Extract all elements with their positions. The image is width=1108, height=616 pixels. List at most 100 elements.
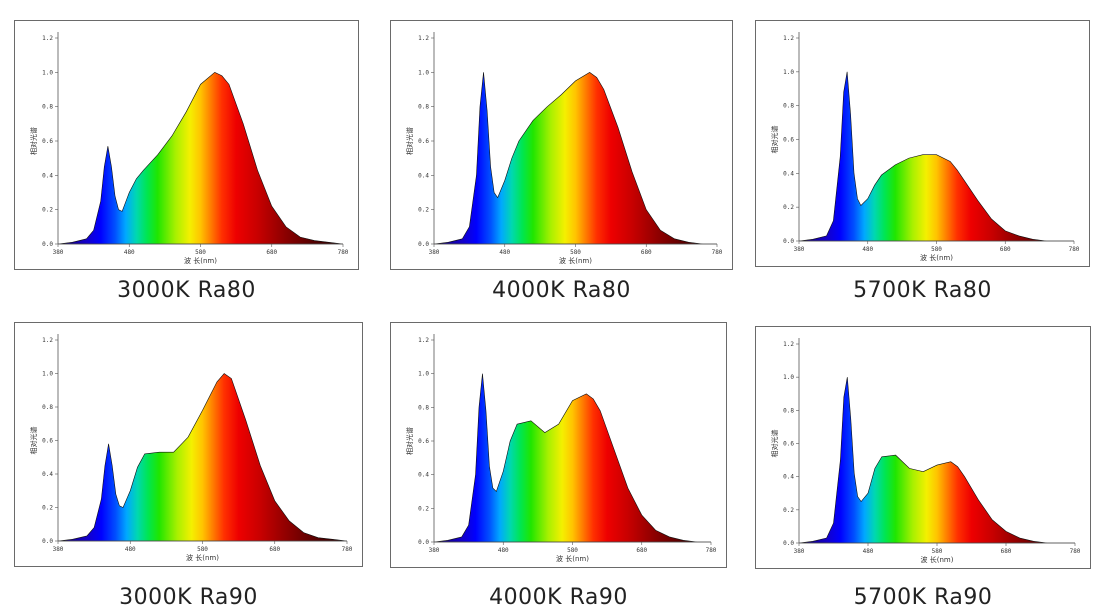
- y-axis-label: 相对光谱: [405, 127, 414, 155]
- x-tick-label: 480: [862, 246, 873, 253]
- y-axis-label: 相对光谱: [770, 126, 779, 154]
- y-tick-label: 0.2: [783, 507, 794, 514]
- y-tick-label: 0.8: [783, 407, 794, 414]
- spectrum-area: [57, 71, 344, 245]
- y-tick-label: 0.6: [783, 441, 794, 448]
- y-tick-label: 0.8: [418, 404, 429, 411]
- y-tick-label: 0.2: [42, 207, 53, 214]
- x-tick-label: 780: [706, 547, 717, 554]
- y-tick-label: 0.0: [783, 238, 794, 245]
- y-tick-label: 0.4: [42, 172, 53, 179]
- caption-3000k-ra90: 3000K Ra90: [119, 585, 258, 610]
- x-tick-label: 780: [712, 249, 723, 256]
- spectrum-chart: 0.0 0.2 0.4 0.6 0.8 1.0 1.2 380 480 580 680 780 波 长(…: [14, 322, 363, 567]
- y-tick-label: 0.2: [418, 207, 429, 214]
- x-tick-label: 680: [1000, 246, 1011, 253]
- y-tick-label: 1.0: [783, 374, 794, 381]
- x-axis-label: 波 长(nm): [556, 554, 589, 563]
- y-tick-label: 0.8: [42, 104, 53, 111]
- x-tick-label: 680: [266, 249, 277, 256]
- y-tick-label: 0.0: [418, 539, 429, 546]
- x-tick-label: 480: [863, 548, 874, 555]
- spectrum-panel-4000k-ra80: 0.0 0.2 0.4 0.6 0.8 1.0 1.2 380 480 580 680 780 波 长(…: [390, 20, 733, 270]
- y-tick-label: 1.2: [783, 341, 794, 348]
- y-tick-label: 1.0: [42, 69, 53, 76]
- x-axis-label: 波 长(nm): [559, 256, 592, 265]
- x-tick-label: 580: [197, 546, 208, 553]
- x-tick-label: 680: [641, 249, 652, 256]
- spectrum-area: [433, 373, 711, 543]
- y-axis-label: 相对光谱: [405, 427, 414, 455]
- x-tick-label: 380: [794, 548, 805, 555]
- y-tick-label: 0.2: [418, 505, 429, 512]
- spectrum-chart: 0.0 0.2 0.4 0.6 0.8 1.0 1.2 380 480 580 680 780 波 长(…: [390, 20, 733, 270]
- x-tick-label: 680: [269, 546, 280, 553]
- y-tick-label: 0.4: [42, 471, 53, 478]
- y-tick-label: 0.6: [42, 138, 53, 145]
- y-tick-label: 0.0: [42, 241, 53, 248]
- y-tick-label: 1.0: [42, 371, 53, 378]
- x-tick-label: 480: [125, 546, 136, 553]
- y-tick-label: 0.6: [42, 438, 53, 445]
- y-tick-label: 1.0: [783, 69, 794, 76]
- y-tick-label: 1.2: [42, 337, 53, 344]
- caption-4000k-ra90: 4000K Ra90: [489, 585, 628, 610]
- y-tick-label: 0.6: [418, 138, 429, 145]
- y-tick-label: 1.2: [783, 35, 794, 42]
- y-axis-label: 相对光谱: [29, 427, 38, 455]
- x-axis-label: 波 长(nm): [184, 256, 217, 265]
- caption-3000k-ra80: 3000K Ra80: [117, 278, 256, 303]
- caption-4000k-ra80: 4000K Ra80: [492, 278, 631, 303]
- y-tick-label: 1.2: [418, 35, 429, 42]
- spectrum-chart: 0.0 0.2 0.4 0.6 0.8 1.0 1.2 380 480 580 680 780 波 长(…: [755, 326, 1091, 569]
- y-tick-label: 0.0: [418, 241, 429, 248]
- x-tick-label: 580: [932, 548, 943, 555]
- x-tick-label: 680: [1001, 548, 1012, 555]
- y-tick-label: 0.4: [418, 472, 429, 479]
- spectrum-panel-5700k-ra90: 0.0 0.2 0.4 0.6 0.8 1.0 1.2 380 480 580 680 780 波 长(…: [755, 326, 1091, 569]
- spectrum-chart: 0.0 0.2 0.4 0.6 0.8 1.0 1.2 380 480 580 680 780 波 长(…: [755, 20, 1090, 267]
- x-tick-label: 580: [567, 547, 578, 554]
- y-tick-label: 0.8: [418, 104, 429, 111]
- x-axis-label: 波 长(nm): [186, 553, 219, 562]
- x-tick-label: 480: [499, 249, 510, 256]
- x-tick-label: 380: [53, 249, 64, 256]
- y-tick-label: 0.8: [783, 103, 794, 110]
- spectrum-area: [433, 71, 717, 245]
- x-tick-label: 380: [429, 547, 440, 554]
- x-axis-label: 波 长(nm): [920, 253, 953, 262]
- y-tick-label: 1.0: [418, 371, 429, 378]
- x-tick-label: 380: [53, 546, 64, 553]
- x-tick-label: 480: [498, 547, 509, 554]
- y-tick-label: 0.4: [783, 170, 794, 177]
- y-axis-label: 相对光谱: [770, 430, 779, 458]
- spectrum-panel-3000k-ra90: 0.0 0.2 0.4 0.6 0.8 1.0 1.2 380 480 580 680 780 波 长(…: [14, 322, 363, 567]
- y-tick-label: 1.0: [418, 69, 429, 76]
- caption-5700k-ra80: 5700K Ra80: [853, 278, 992, 303]
- spectrum-area: [798, 71, 1074, 242]
- x-tick-label: 780: [1070, 548, 1081, 555]
- x-tick-label: 480: [124, 249, 135, 256]
- y-tick-label: 0.6: [783, 137, 794, 144]
- x-tick-label: 780: [342, 546, 353, 553]
- y-tick-label: 0.2: [783, 204, 794, 211]
- y-axis-label: 相对光谱: [29, 127, 38, 155]
- y-tick-label: 0.4: [783, 474, 794, 481]
- y-tick-label: 0.6: [418, 438, 429, 445]
- spectrum-panel-3000k-ra80: 0.0 0.2 0.4 0.6 0.8 1.0 1.2 380 480 580 680 780 波 长(…: [14, 20, 359, 270]
- x-tick-label: 580: [570, 249, 581, 256]
- spectrum-chart: 0.0 0.2 0.4 0.6 0.8 1.0 1.2 380 480 580 680 780 波 长(…: [14, 20, 359, 270]
- spectrum-panel-4000k-ra90: 0.0 0.2 0.4 0.6 0.8 1.0 1.2 380 480 580 680 780 波 长(…: [390, 322, 727, 568]
- x-tick-label: 380: [794, 246, 805, 253]
- x-tick-label: 380: [429, 249, 440, 256]
- spectrum-area: [798, 377, 1075, 544]
- y-tick-label: 0.0: [42, 538, 53, 545]
- y-tick-label: 0.2: [42, 505, 53, 512]
- x-tick-label: 580: [195, 249, 206, 256]
- y-tick-label: 0.4: [418, 172, 429, 179]
- x-tick-label: 780: [338, 249, 349, 256]
- x-axis-label: 波 长(nm): [921, 555, 954, 564]
- y-tick-label: 1.2: [42, 35, 53, 42]
- spectrum-area: [57, 373, 348, 542]
- x-tick-label: 680: [636, 547, 647, 554]
